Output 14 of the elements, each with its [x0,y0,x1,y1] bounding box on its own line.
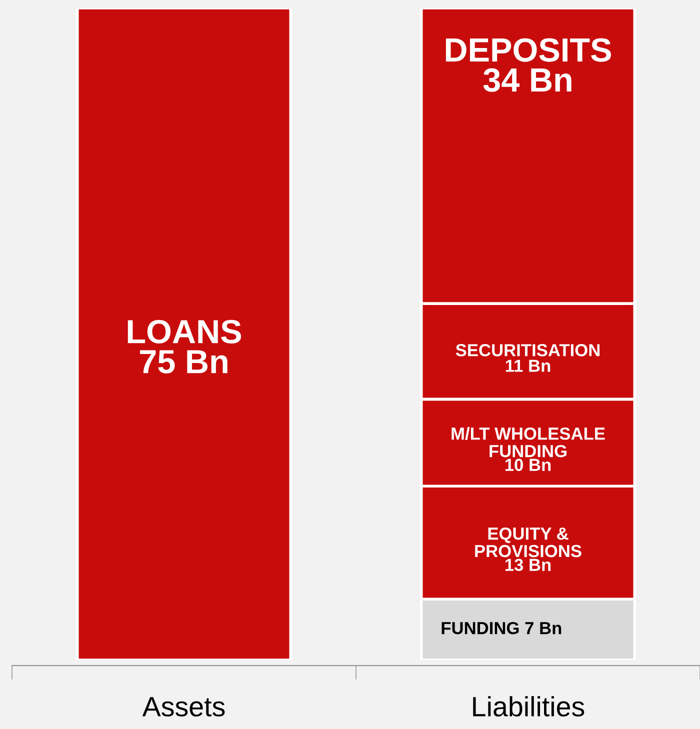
data-label: 34 Bn [483,68,572,92]
data-label: 7 Bn [525,622,562,634]
series-label: M/LT WHOLESALE FUNDING [452,427,605,458]
series-label: EQUITY & PROVISIONS [475,527,582,558]
x-tick-label: Assets [142,697,225,717]
x-tick-label: Liabilities [473,696,584,717]
data-label: 11 Bn [506,360,550,372]
data-label: 13 Bn [505,558,551,572]
series-label: LOANS [128,320,242,344]
series-label: SECURITISATION [456,344,600,356]
data-label: 10 Bn [505,458,551,472]
series-label: FUNDING [442,622,519,634]
data-label: 75 Bn [140,350,228,374]
series-label: DEPOSITS [446,38,611,62]
